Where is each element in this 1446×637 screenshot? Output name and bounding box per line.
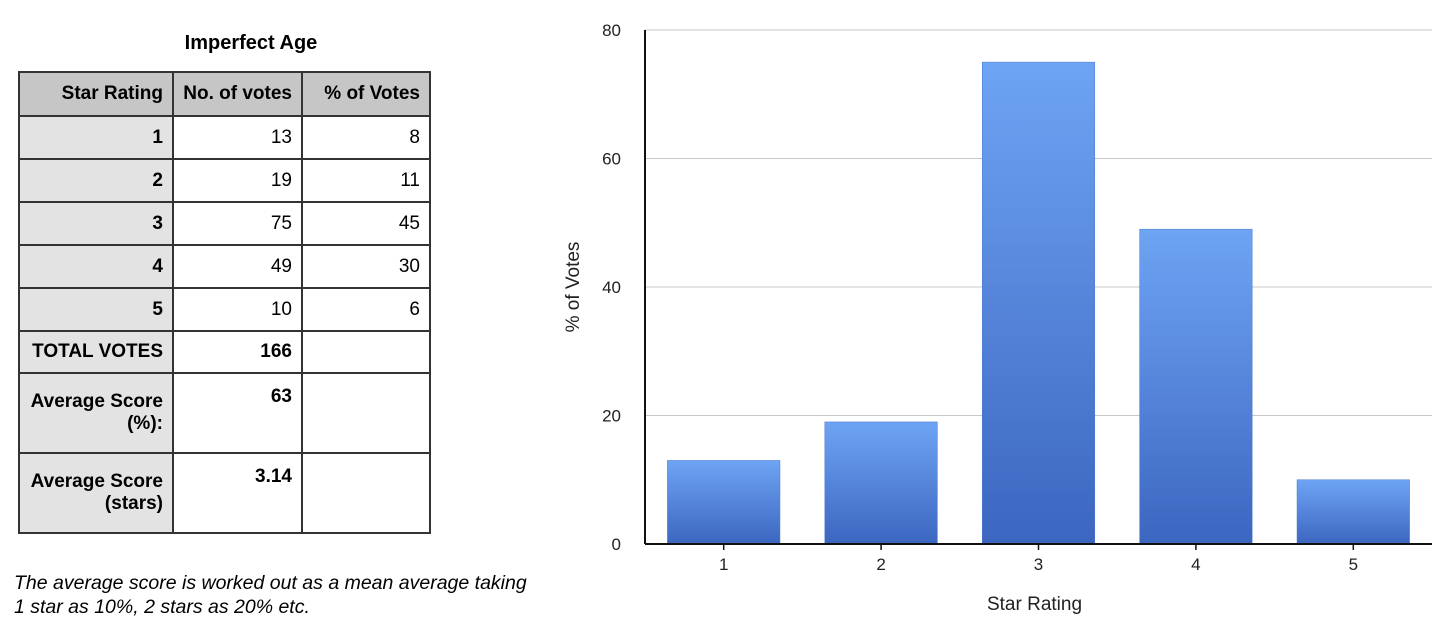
total-votes-value: 166 [172,330,303,374]
header-percent-votes: % of Votes [301,71,431,117]
y-tick-label: 60 [602,150,621,169]
bar [824,421,938,545]
row-rating: 3 [18,201,174,246]
x-axis-title: Star Rating [987,594,1082,615]
row-rating: 5 [18,287,174,332]
row-rating: 2 [18,158,174,203]
average-percent-value: 63 [172,372,303,454]
x-tick-label: 4 [1191,555,1200,574]
average-stars-value: 3.14 [172,452,303,534]
bar [667,460,781,545]
row-rating: 1 [18,115,174,160]
y-tick-label: 0 [612,535,621,554]
bar [1296,479,1410,545]
row-rating: 4 [18,244,174,289]
y-tick-label: 40 [602,278,621,297]
footnote: The average score is worked out as a mea… [14,572,527,618]
table-row: 1 13 8 [18,115,431,160]
row-percent: 30 [301,244,431,289]
row-percent: 6 [301,287,431,332]
y-tick-label: 80 [602,21,621,40]
bar [1139,228,1253,545]
ratings-table: Star Rating No. of votes % of Votes 1 13… [18,71,431,534]
table-row: 5 10 6 [18,287,431,332]
row-votes: 13 [172,115,303,160]
average-percent-label: Average Score (%): [18,372,174,454]
row-votes: 75 [172,201,303,246]
average-stars-label: Average Score (stars) [18,452,174,534]
total-votes-label: TOTAL VOTES [18,330,174,374]
empty-cell [301,330,431,374]
row-votes: 49 [172,244,303,289]
header-no-of-votes: No. of votes [172,71,303,117]
table-header-row: Star Rating No. of votes % of Votes [18,71,431,117]
table-row: 2 19 11 [18,158,431,203]
row-votes: 19 [172,158,303,203]
header-star-rating: Star Rating [18,71,174,117]
y-tick-label: 20 [602,407,621,426]
row-percent: 11 [301,158,431,203]
table-title: Imperfect Age [184,32,318,54]
x-tick-label: 5 [1349,555,1358,574]
row-percent: 8 [301,115,431,160]
empty-cell [301,452,431,534]
average-percent-row: Average Score (%): 63 [18,372,431,454]
row-votes: 10 [172,287,303,332]
x-tick-label: 1 [719,555,728,574]
table-row: 4 49 30 [18,244,431,289]
x-tick-label: 2 [876,555,885,574]
row-percent: 45 [301,201,431,246]
total-row: TOTAL VOTES 166 [18,330,431,374]
bar [981,61,1096,545]
y-axis-title: % of Votes [563,242,584,333]
x-tick-label: 3 [1034,555,1043,574]
average-stars-row: Average Score (stars) 3.14 [18,452,431,534]
empty-cell [301,372,431,454]
table-row: 3 75 45 [18,201,431,246]
